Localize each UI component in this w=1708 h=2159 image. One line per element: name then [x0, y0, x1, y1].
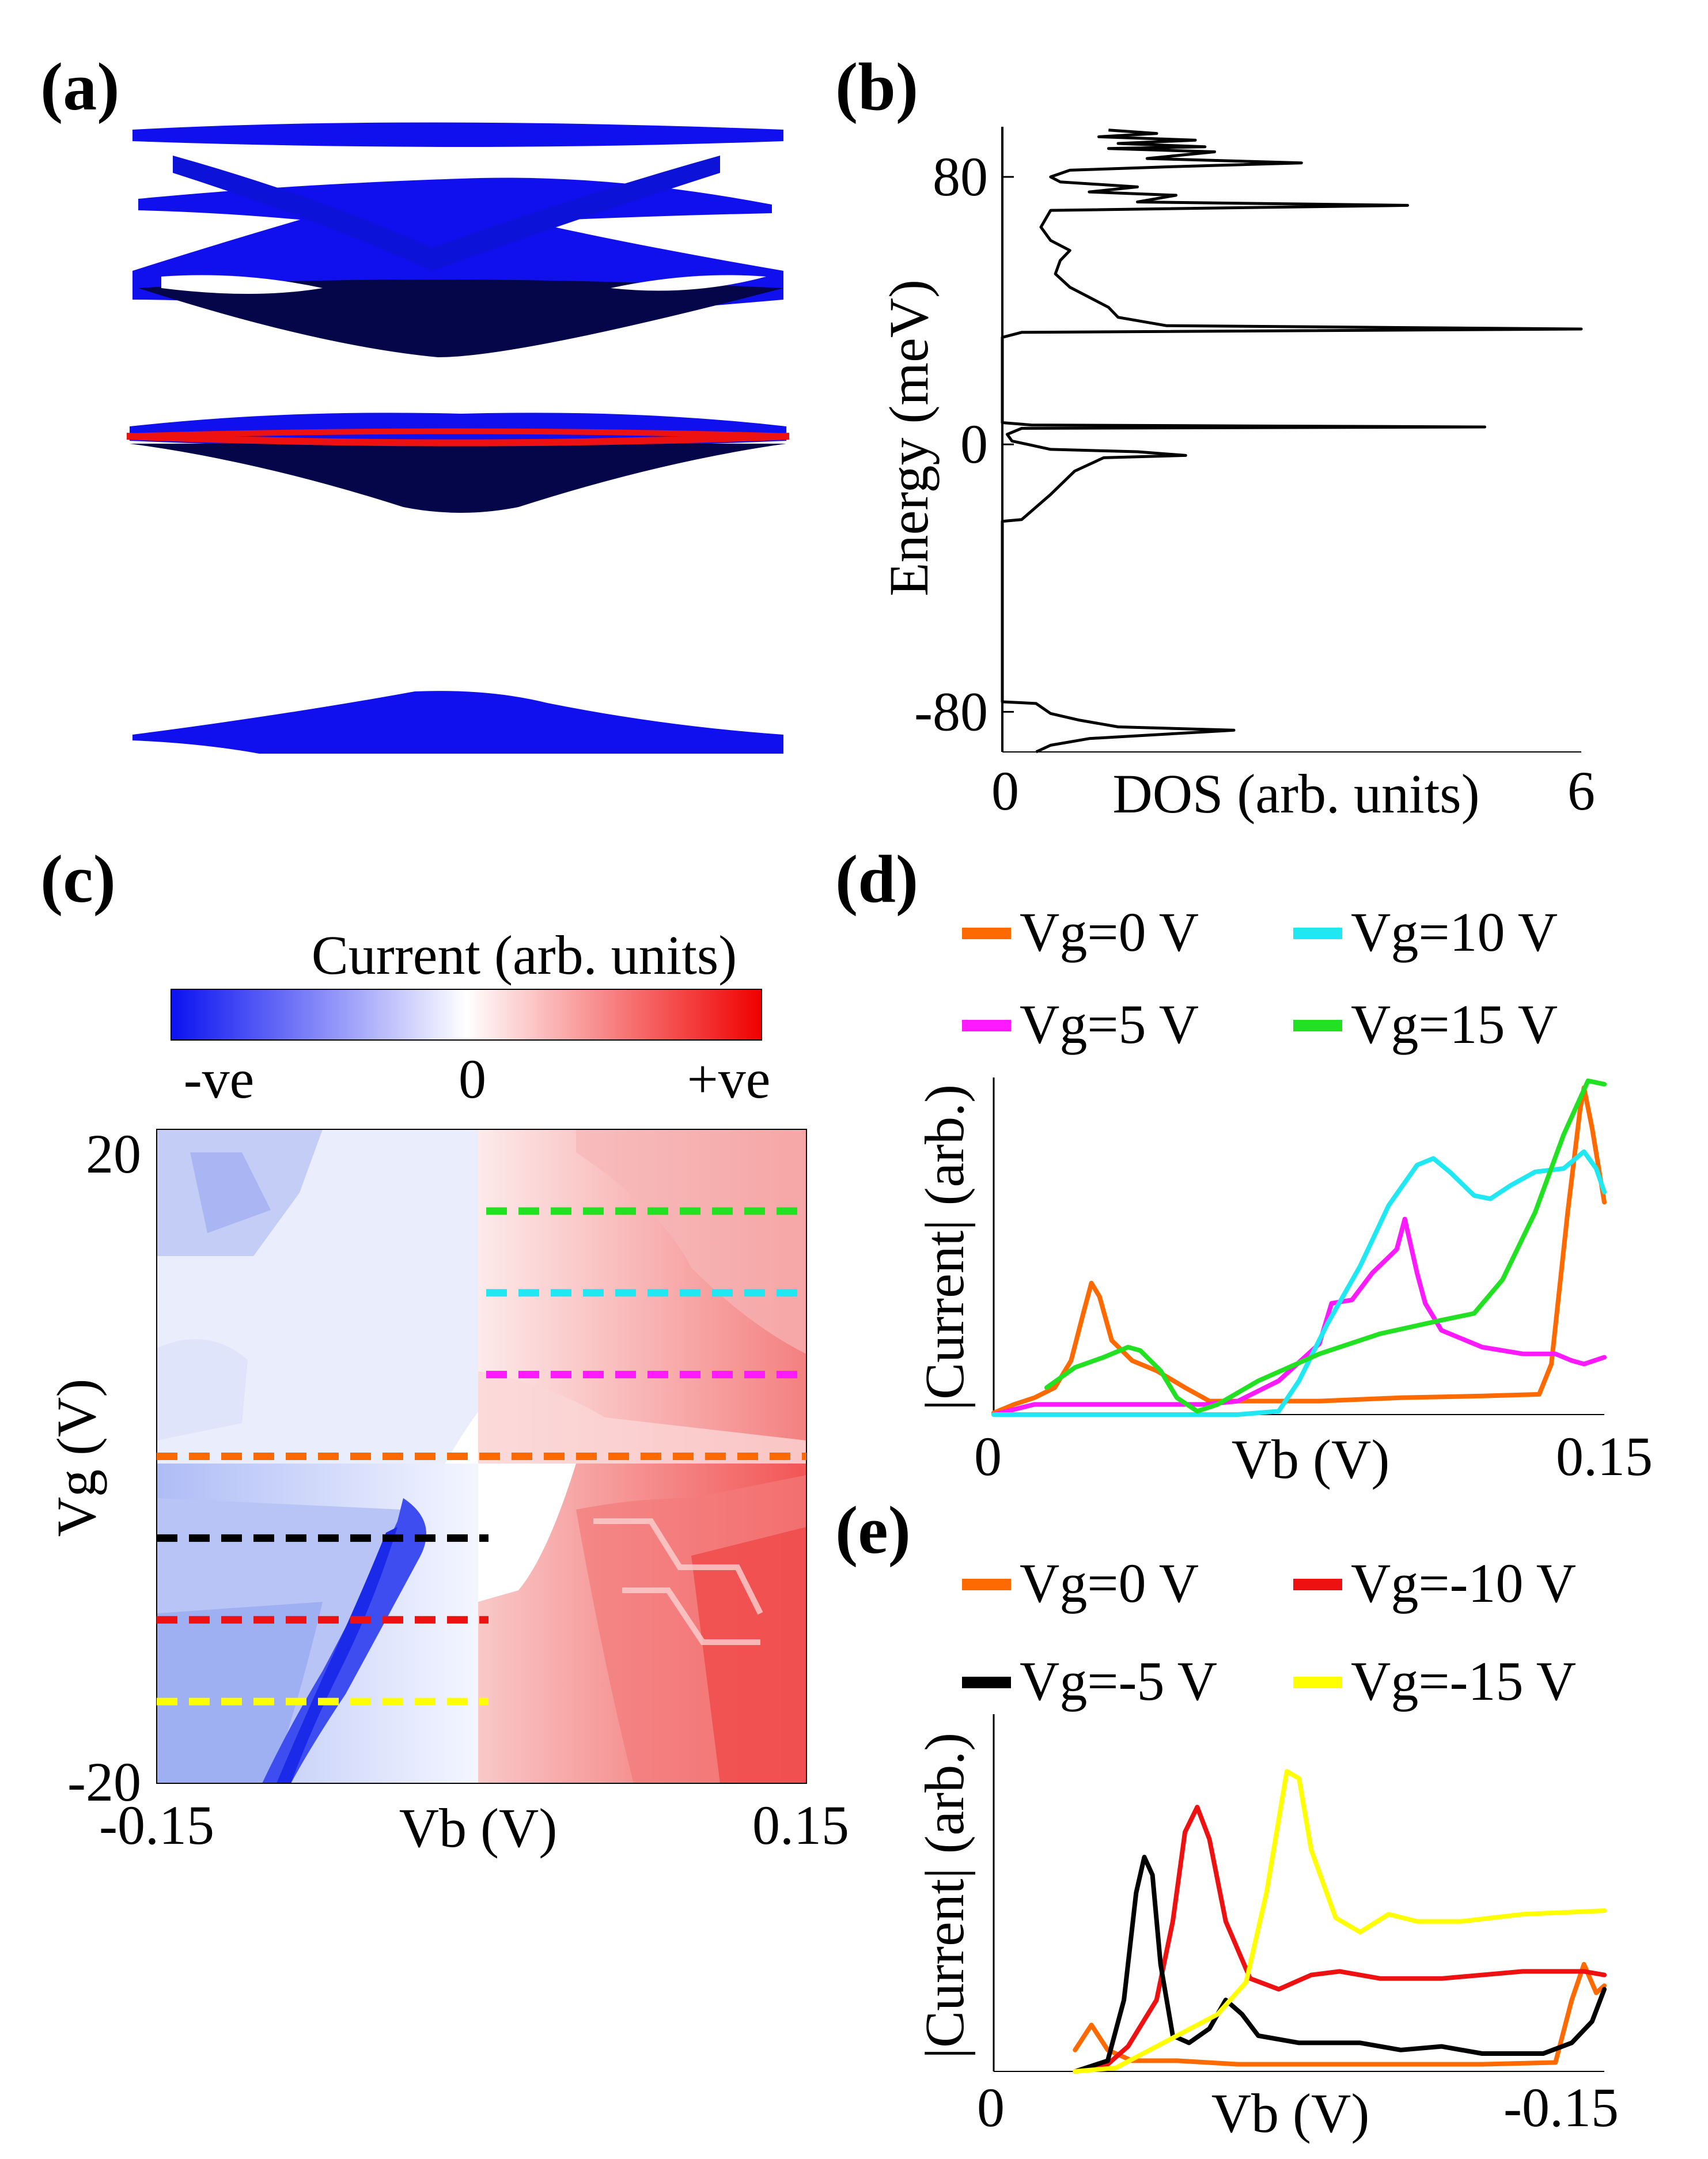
- band-cross: [173, 156, 720, 271]
- panel-e-curves: [1073, 1769, 1607, 2074]
- panel-d-xtick-0: 0: [974, 1426, 1002, 1487]
- panel-label-e: (e): [835, 1492, 911, 1568]
- dos-ytick-label-2: -80: [914, 680, 988, 742]
- curve-d-vg0v: [991, 1085, 1607, 1416]
- curve-e-vg-15v: [1073, 1769, 1607, 2074]
- colorbar-title: Current (arb. units): [312, 924, 737, 986]
- dos-curve: [1001, 128, 1583, 754]
- dos-y-ticks: 80 0 -80: [914, 146, 1014, 742]
- panel-e-xtick-0: 0: [977, 2077, 1005, 2138]
- dos-x-label: DOS (arb. units): [1112, 763, 1479, 825]
- legend-swatch-d-3: [1293, 1020, 1342, 1031]
- panel-label-d: (d): [835, 841, 918, 917]
- legend-label-d-3: Vg=15 V: [1351, 993, 1558, 1055]
- legend-label-e-1: Vg=-10 V: [1351, 1552, 1576, 1614]
- legend-swatch-e-1: [1293, 1579, 1342, 1590]
- dos-y-label: Energy (meV): [878, 279, 940, 596]
- legend-label-d-0: Vg=0 V: [1020, 901, 1199, 963]
- legend-swatch-e-2: [962, 1677, 1011, 1688]
- panel-label-c: (c): [40, 841, 116, 917]
- band-top: [132, 122, 783, 147]
- colorbar-tick-zero: 0: [459, 1048, 486, 1110]
- panel-e-x-label: Vb (V): [1211, 2082, 1370, 2144]
- flat-band-red-line-2: [126, 428, 790, 439]
- dos-ytick-label-0: 80: [933, 146, 988, 207]
- dos-chart: 800-80 0 6 DOS (arb. units) Energy (meV): [878, 127, 1595, 825]
- curve-d-vg5v: [991, 1216, 1607, 1417]
- heatmap-y-label: Vg (V): [46, 1379, 107, 1537]
- band-gap-left: [161, 275, 323, 294]
- panel-d-y-label: |Current| (arb.): [914, 1084, 975, 1411]
- legend-label-d-1: Vg=10 V: [1351, 901, 1558, 963]
- upper-bands: [132, 122, 783, 357]
- current-vs-bias-positive: Vg=0 V Vg=10 V Vg=5 V Vg=15 V 0 0.15 Vb (V)…: [914, 901, 1653, 1490]
- panel-d-xtick-015: 0.15: [1556, 1426, 1653, 1487]
- current-vs-bias-negative: Vg=0 V Vg=-10 V Vg=-5 V Vg=-15 V 0 -0.15 Vb…: [914, 1552, 1619, 2144]
- legend-swatch-d-2: [962, 1020, 1011, 1031]
- band-gap-right: [611, 275, 766, 291]
- legend-label-e-3: Vg=-15 V: [1351, 1650, 1576, 1712]
- panel-d-x-label: Vb (V): [1232, 1428, 1390, 1490]
- legend-label-e-2: Vg=-5 V: [1020, 1650, 1217, 1712]
- legend-d: Vg=0 V Vg=10 V Vg=5 V Vg=15 V: [962, 901, 1558, 1055]
- legend-swatch-d-1: [1293, 928, 1342, 939]
- panel-label-b: (b): [835, 49, 918, 124]
- legend-swatch-d-0: [962, 928, 1011, 939]
- band-structure-panel: [126, 122, 790, 754]
- lower-band: [132, 691, 783, 754]
- heatmap-ytick-minus20: -20: [67, 1751, 141, 1813]
- curve-e-vg-10v: [1073, 1805, 1607, 2074]
- curve-d-vg15v: [1044, 1078, 1607, 1414]
- panel-d-curves: [991, 1078, 1607, 1417]
- heatmap-xtick-left: -0.15: [99, 1794, 214, 1856]
- curve-e-vg-5v: [1073, 1855, 1607, 2074]
- flat-band-lower: [130, 444, 786, 513]
- colorbar-tick-pos: +ve: [687, 1048, 771, 1110]
- legend-label-e-0: Vg=0 V: [1020, 1552, 1199, 1614]
- colorbar-tick-neg: -ve: [184, 1048, 255, 1110]
- flat-bands: [126, 413, 790, 513]
- colorbar: [171, 989, 762, 1041]
- legend-swatch-e-3: [1293, 1677, 1342, 1688]
- dos-line: [1001, 128, 1583, 754]
- panel-e-xtick-015: -0.15: [1504, 2077, 1619, 2138]
- dos-xtick-6: 6: [1567, 760, 1595, 822]
- heatmap-xtick-right: 0.15: [752, 1794, 849, 1856]
- heatmap-ytick-20: 20: [86, 1123, 141, 1185]
- heatmap-cut-lines: [157, 1207, 806, 1706]
- panel-label-a: (a): [40, 49, 120, 124]
- band-dark-upper: [138, 279, 783, 357]
- dos-ytick-label-1: 0: [960, 413, 988, 475]
- curve-e-vg0v: [1073, 1962, 1607, 2067]
- panel-e-y-label: |Current| (arb.): [914, 1733, 975, 2059]
- legend-label-d-2: Vg=5 V: [1020, 993, 1199, 1055]
- current-heatmap: Current (arb. units) -ve 0 +ve: [46, 924, 849, 1859]
- curve-d-vg10v: [991, 1149, 1607, 1417]
- legend-e: Vg=0 V Vg=-10 V Vg=-5 V Vg=-15 V: [962, 1552, 1576, 1712]
- legend-swatch-e-0: [962, 1579, 1011, 1590]
- flat-band-red-line-1: [126, 433, 790, 447]
- heatmap-x-label: Vb (V): [399, 1797, 558, 1859]
- dos-xtick-0: 0: [991, 760, 1019, 822]
